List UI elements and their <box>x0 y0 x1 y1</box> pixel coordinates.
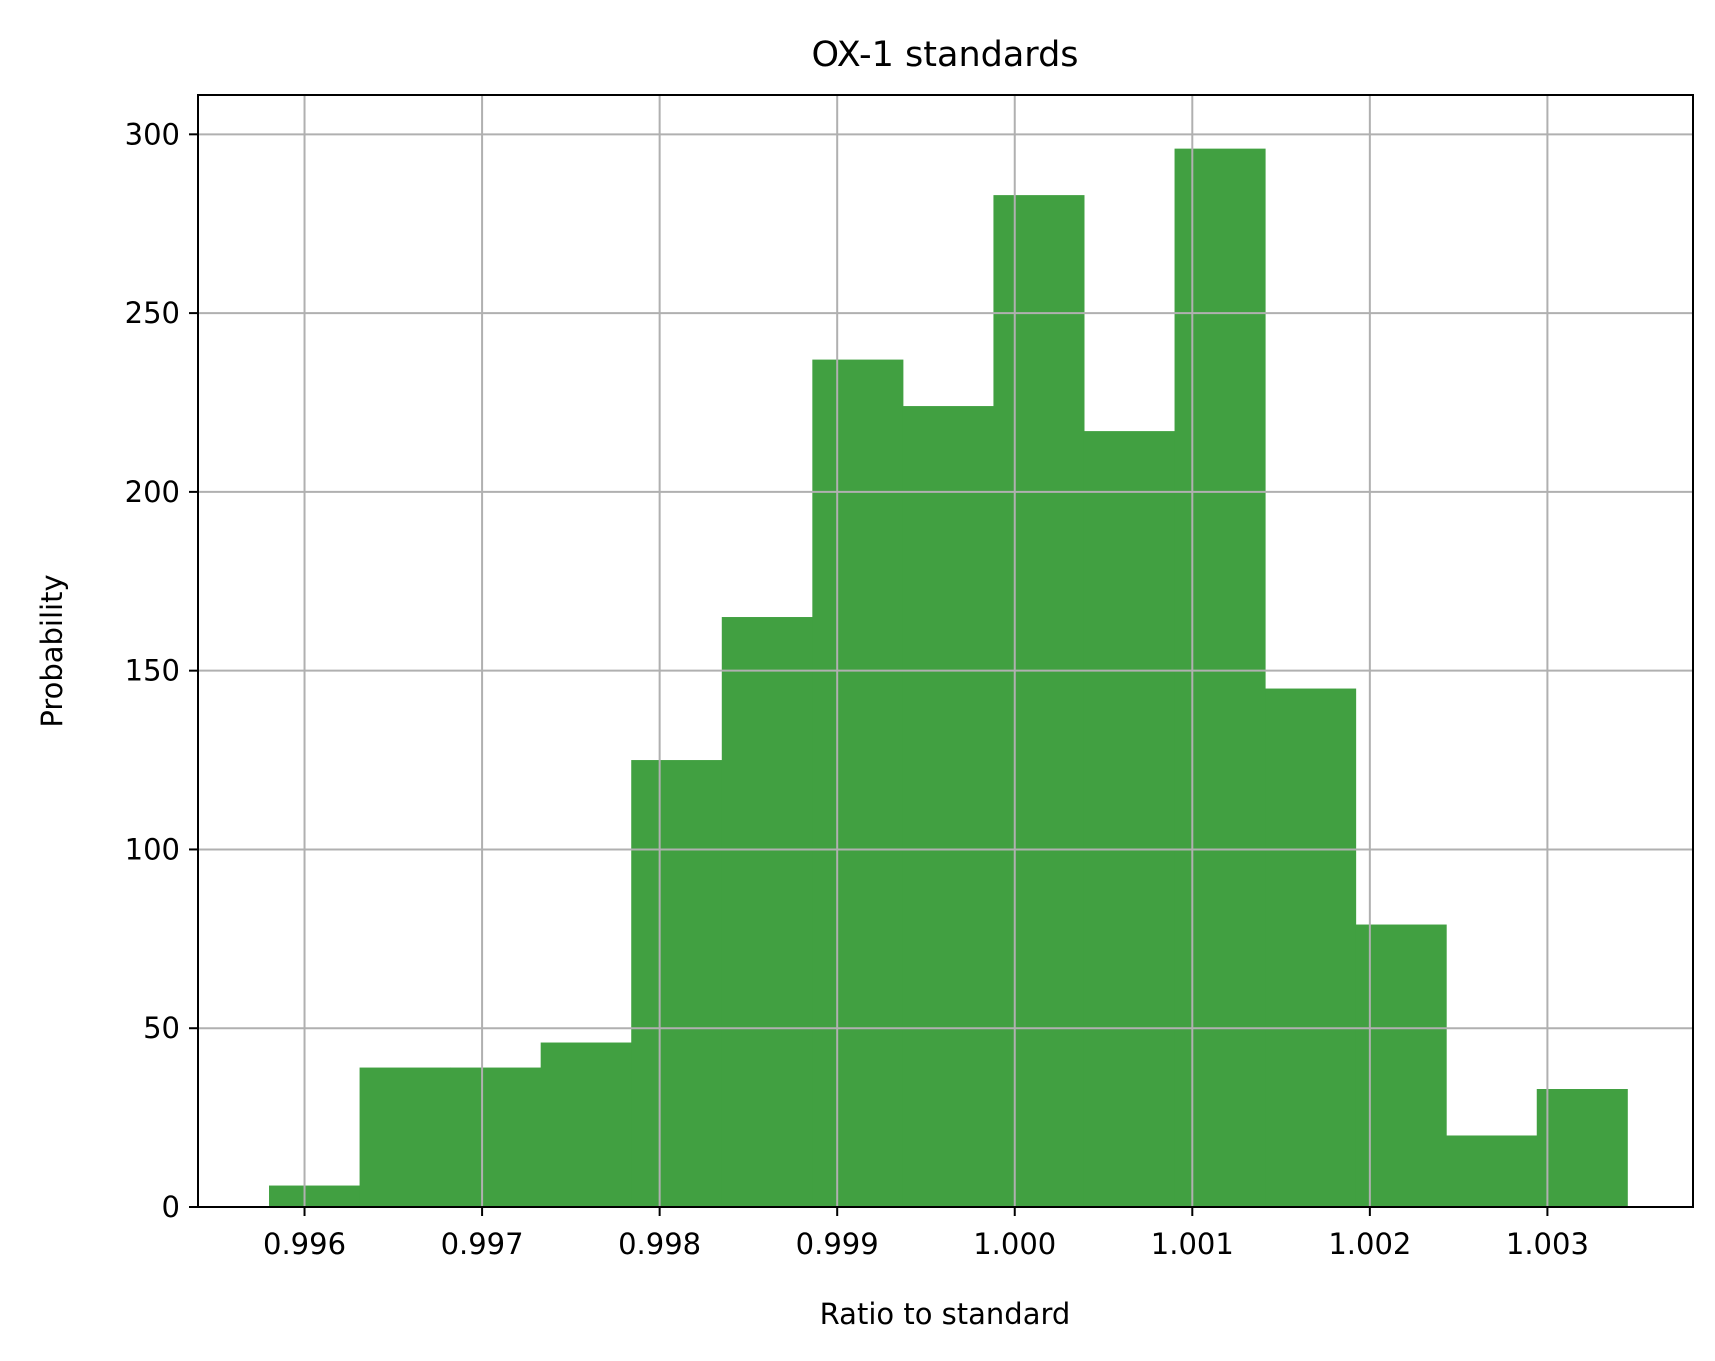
ticks-layer: 0.996 0.997 0.998 0.999 1.000 1.001 1.002 1.003… <box>125 117 1589 1261</box>
histogram-bar-2 <box>450 1067 542 1207</box>
histogram-bar-1 <box>359 1067 451 1207</box>
plot-frame <box>197 94 1694 1208</box>
y-tick-label-2: 100 <box>125 832 180 866</box>
y-tick-label-6: 300 <box>125 117 180 151</box>
histogram-bar-5 <box>721 617 813 1207</box>
x-tick-label-6: 1.002 <box>1328 1227 1411 1261</box>
y-tick-label-5: 250 <box>125 296 180 330</box>
y-tick-label-0: 0 <box>162 1190 180 1224</box>
y-axis-label: Probability <box>35 574 69 727</box>
histogram-bar-0 <box>269 1185 361 1207</box>
y-tick-label-1: 50 <box>143 1011 180 1045</box>
histogram-bar-9 <box>1083 431 1176 1207</box>
x-tick-label-0: 0.996 <box>263 1227 346 1261</box>
histogram-bar-3 <box>540 1042 632 1207</box>
x-tick-label-5: 1.001 <box>1151 1227 1234 1261</box>
x-tick-label-2: 0.998 <box>618 1227 701 1261</box>
histogram-bar-6 <box>812 359 904 1207</box>
histogram-bar-8 <box>993 195 1085 1208</box>
chart-title: OX-1 standards <box>811 35 1078 75</box>
x-tick-label-4: 1.000 <box>973 1227 1056 1261</box>
histogram-bar-13 <box>1446 1135 1538 1207</box>
bars-layer <box>269 148 1628 1208</box>
histogram-bar-14 <box>1536 1089 1628 1207</box>
histogram-bar-7 <box>902 406 994 1207</box>
y-tick-label-3: 150 <box>125 654 180 688</box>
histogram-bar-10 <box>1174 148 1266 1208</box>
y-tick-label-4: 200 <box>125 475 180 509</box>
histogram-bar-4 <box>631 760 723 1207</box>
x-tick-label-7: 1.003 <box>1506 1227 1589 1261</box>
histogram-bar-11 <box>1265 688 1357 1207</box>
x-axis-label: Ratio to standard <box>820 1297 1071 1331</box>
x-tick-label-3: 0.999 <box>796 1227 879 1261</box>
x-tick-label-1: 0.997 <box>441 1227 524 1261</box>
